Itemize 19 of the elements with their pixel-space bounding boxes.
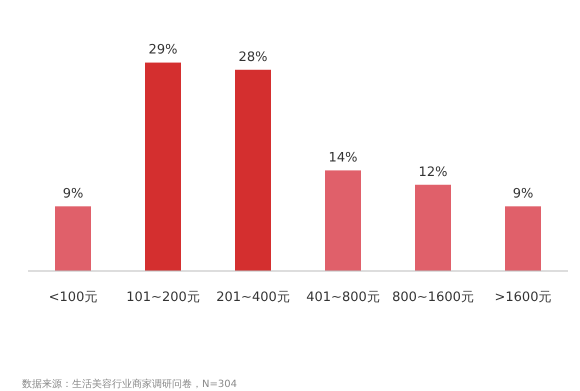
bar	[145, 62, 181, 271]
data-label: 29%	[148, 42, 178, 58]
x-tick-label: >1600元	[494, 290, 552, 305]
data-label: 28%	[238, 50, 268, 65]
bar	[55, 206, 91, 271]
data-label: 9%	[62, 186, 84, 202]
x-tick-label: 101~200元	[126, 290, 200, 305]
data-label: 14%	[328, 150, 358, 166]
x-tick-label: <100元	[48, 290, 98, 305]
bar	[415, 184, 451, 271]
x-tick-label: 800~1600元	[392, 290, 474, 305]
x-tick-label: 401~800元	[306, 290, 380, 305]
data-label: 9%	[512, 186, 534, 202]
source-note: 数据来源：生活美容行业商家调研问卷，N=304	[22, 378, 237, 390]
bar	[505, 206, 541, 271]
bar	[325, 170, 361, 271]
data-label: 12%	[418, 164, 448, 180]
bar	[235, 70, 271, 271]
x-tick-label: 201~400元	[216, 290, 290, 305]
